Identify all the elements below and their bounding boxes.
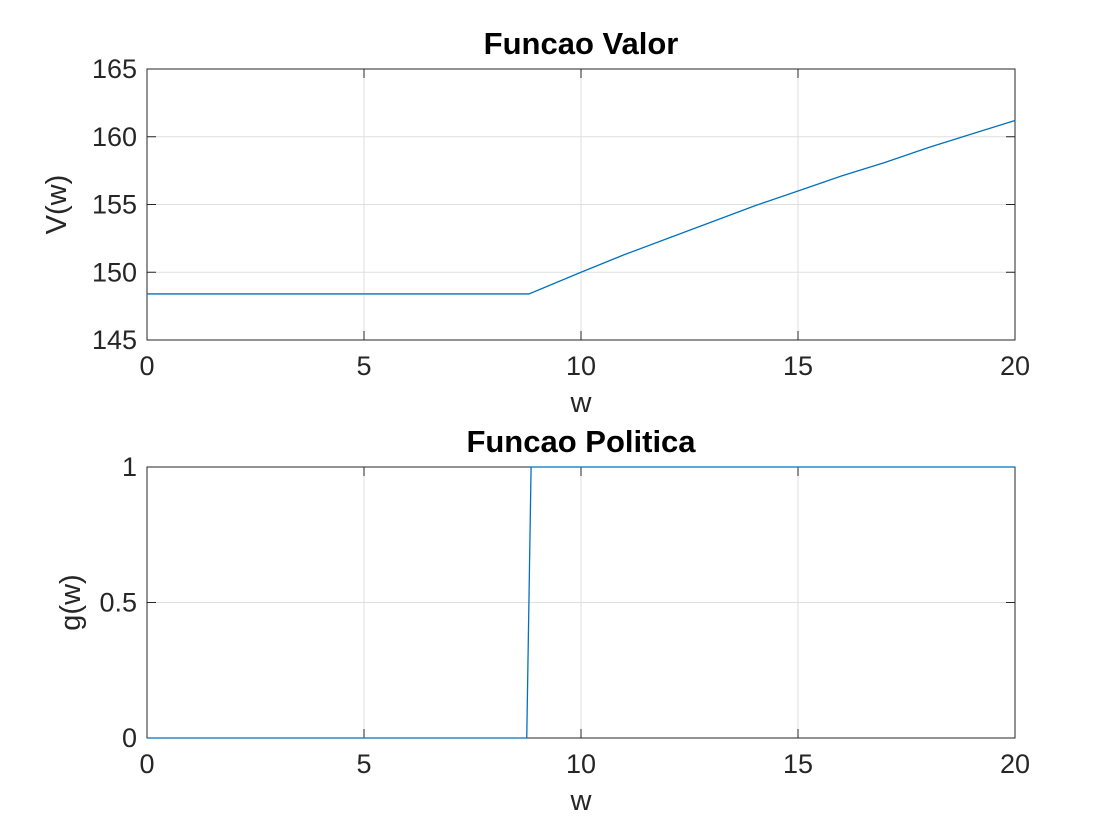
value-x-tick-label: 0	[139, 351, 154, 381]
value-x-axis-label: w	[570, 387, 593, 419]
policy-function-plot: 0 5 10 15 20 0 0.5 1 Funcao Politica w g(w)	[55, 424, 1030, 817]
policy-y-tick-label: 0.5	[99, 588, 137, 618]
policy-x-tick-label: 10	[566, 749, 596, 779]
value-x-tick-label: 10	[566, 351, 596, 381]
value-x-tick-label: 5	[356, 351, 371, 381]
value-series-line	[147, 119, 1016, 295]
value-y-tick-label: 155	[92, 190, 137, 220]
policy-y-axis-label: g(w)	[55, 574, 87, 630]
policy-chart-title: Funcao Politica	[466, 424, 696, 459]
value-y-tick-label: 160	[92, 122, 137, 152]
policy-x-tick-label: 20	[1000, 749, 1030, 779]
value-y-tick-label: 165	[92, 54, 137, 84]
policy-y-tick-label: 1	[122, 452, 137, 482]
value-function-plot: 0 5 10 15 20 145 150 155 160 165 Funcao Valor w V(w)	[41, 26, 1030, 419]
value-y-axis-label: V(w)	[41, 175, 73, 235]
policy-x-axis-label: w	[570, 785, 593, 817]
value-chart-title: Funcao Valor	[484, 26, 679, 61]
policy-y-tick-label: 0	[122, 723, 137, 753]
value-y-tick-label: 150	[92, 257, 137, 287]
value-y-tick-label: 145	[92, 325, 137, 355]
policy-x-tick-label: 15	[783, 749, 813, 779]
policy-x-tick-label: 5	[356, 749, 371, 779]
policy-x-tick-label: 0	[139, 749, 154, 779]
policy-series-line	[147, 466, 1015, 739]
value-x-tick-label: 20	[1000, 351, 1030, 381]
value-x-tick-label: 15	[783, 351, 813, 381]
